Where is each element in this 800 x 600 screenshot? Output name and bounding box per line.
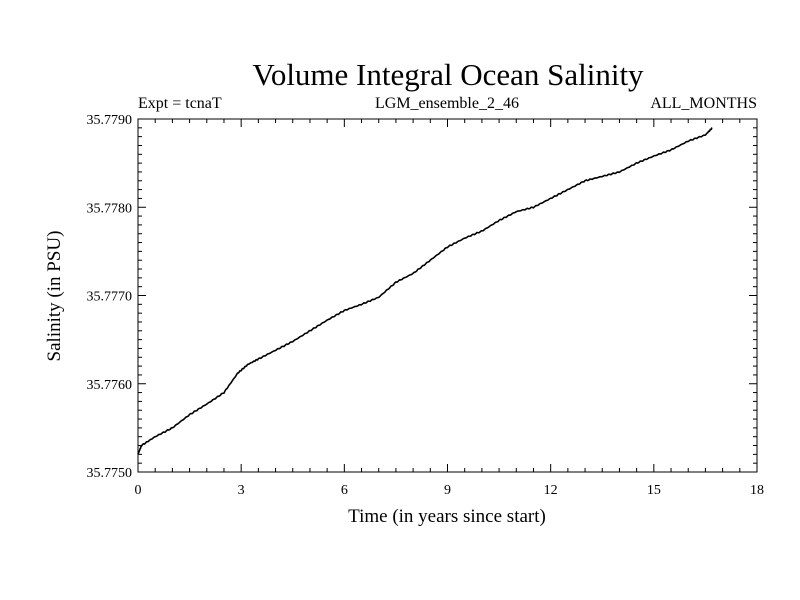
x-tick-label: 9: [444, 483, 451, 498]
x-tick-label: 6: [341, 483, 348, 498]
y-tick-label: 35.7790: [87, 113, 133, 128]
subtitle-ensemble: LGM_ensemble_2_46: [375, 95, 519, 112]
plot-frame: [137, 118, 758, 473]
y-tick-label: 35.7760: [87, 378, 133, 393]
y-tick-label: 35.7750: [87, 466, 133, 481]
y-tick-label: 35.7770: [87, 290, 133, 305]
y-tick-label: 35.7780: [87, 201, 133, 216]
subtitle-experiment: Expt = tcnaT: [138, 95, 222, 112]
x-axis-ticks: [137, 119, 758, 472]
salinity-series-line: [137, 127, 713, 455]
x-tick-label: 12: [544, 483, 558, 498]
chart-title: Volume Integral Ocean Salinity: [252, 57, 644, 92]
x-axis-label: Time (in years since start): [348, 506, 546, 527]
y-axis-label: Salinity (in PSU): [44, 231, 65, 362]
y-axis-ticks: [138, 118, 757, 473]
subtitle-months: ALL_MONTHS: [650, 95, 757, 112]
x-tick-label: 0: [135, 483, 142, 498]
x-tick-label: 18: [750, 483, 764, 498]
x-tick-label: 15: [647, 483, 661, 498]
x-tick-label: 3: [238, 483, 245, 498]
y-axis-tick-labels: 35.7750 35.7760 35.7770 35.7780 35.7790: [87, 113, 133, 481]
x-axis-tick-labels: 0 3 6 9 12 15 18: [135, 483, 765, 498]
